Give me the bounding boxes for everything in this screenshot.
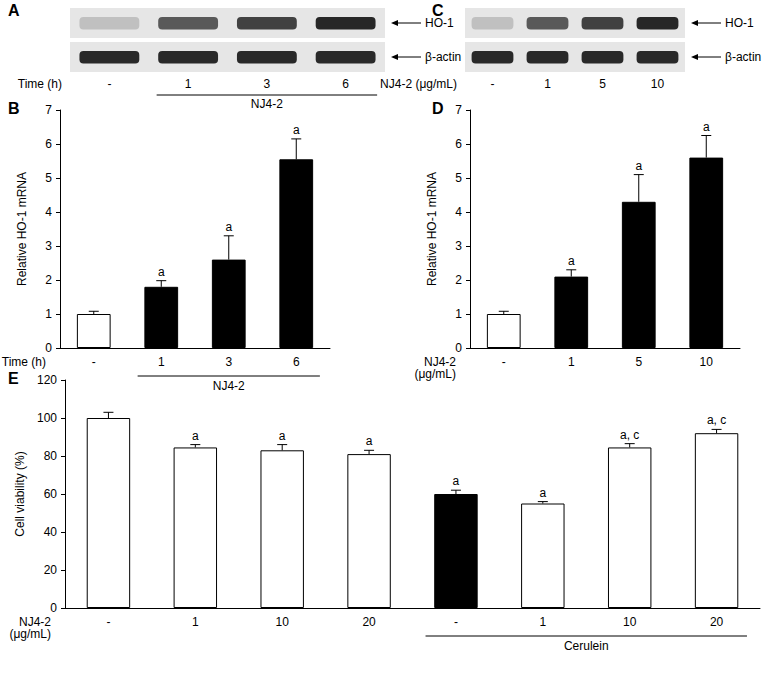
svg-text:80: 80 bbox=[44, 449, 58, 463]
svg-text:0: 0 bbox=[45, 341, 52, 355]
svg-text:3: 3 bbox=[225, 355, 232, 369]
svg-text:3: 3 bbox=[264, 77, 271, 91]
svg-text:-: - bbox=[502, 355, 506, 369]
svg-text:5: 5 bbox=[599, 77, 606, 91]
svg-text:β-actin: β-actin bbox=[725, 50, 761, 64]
svg-text:100: 100 bbox=[37, 411, 57, 425]
svg-text:NJ4-2: NJ4-2 bbox=[251, 97, 283, 111]
svg-text:a: a bbox=[192, 429, 199, 443]
svg-text:1: 1 bbox=[568, 355, 575, 369]
svg-text:2: 2 bbox=[45, 273, 52, 287]
svg-text:10: 10 bbox=[623, 615, 637, 629]
svg-text:a: a bbox=[225, 220, 232, 234]
svg-text:7: 7 bbox=[455, 103, 462, 117]
svg-text:a: a bbox=[158, 265, 165, 279]
svg-text:5: 5 bbox=[45, 171, 52, 185]
svg-text:a, c: a, c bbox=[707, 413, 726, 427]
svg-text:1: 1 bbox=[45, 307, 52, 321]
svg-text:a: a bbox=[703, 120, 710, 134]
svg-text:NJ4-2: NJ4-2 bbox=[424, 355, 456, 369]
svg-text:a: a bbox=[539, 486, 546, 500]
svg-text:B: B bbox=[8, 100, 20, 117]
svg-text:Cell viability (%): Cell viability (%) bbox=[13, 451, 27, 536]
svg-text:D: D bbox=[432, 100, 444, 117]
svg-text:a: a bbox=[568, 254, 575, 268]
svg-text:10: 10 bbox=[700, 355, 714, 369]
svg-text:a, c: a, c bbox=[620, 428, 639, 442]
svg-text:6: 6 bbox=[455, 137, 462, 151]
svg-text:-: - bbox=[491, 77, 495, 91]
svg-text:7: 7 bbox=[45, 103, 52, 117]
svg-text:Time (h): Time (h) bbox=[2, 355, 46, 369]
svg-text:A: A bbox=[8, 2, 20, 19]
svg-text:0: 0 bbox=[50, 601, 57, 615]
svg-text:120: 120 bbox=[37, 373, 57, 387]
svg-text:E: E bbox=[8, 370, 19, 387]
svg-text:20: 20 bbox=[710, 615, 724, 629]
svg-text:60: 60 bbox=[44, 487, 58, 501]
svg-text:β-actin: β-actin bbox=[425, 50, 461, 64]
svg-text:Time (h): Time (h) bbox=[18, 77, 62, 91]
svg-text:NJ4-2 (μg/mL): NJ4-2 (μg/mL) bbox=[380, 77, 457, 91]
svg-text:0: 0 bbox=[455, 341, 462, 355]
svg-text:1: 1 bbox=[544, 77, 551, 91]
svg-text:-: - bbox=[92, 355, 96, 369]
svg-text:a: a bbox=[279, 429, 286, 443]
svg-text:10: 10 bbox=[276, 615, 290, 629]
svg-text:C: C bbox=[432, 2, 444, 19]
svg-text:Relative HO-1 mRNA: Relative HO-1 mRNA bbox=[15, 172, 29, 286]
svg-text:1: 1 bbox=[455, 307, 462, 321]
svg-text:20: 20 bbox=[44, 563, 58, 577]
svg-text:(μg/mL): (μg/mL) bbox=[9, 627, 51, 641]
svg-text:6: 6 bbox=[293, 355, 300, 369]
svg-text:1: 1 bbox=[192, 615, 199, 629]
svg-text:a: a bbox=[366, 434, 373, 448]
svg-text:4: 4 bbox=[45, 205, 52, 219]
svg-text:Cerulein: Cerulein bbox=[564, 639, 609, 653]
svg-text:-: - bbox=[107, 77, 111, 91]
svg-text:40: 40 bbox=[44, 525, 58, 539]
svg-text:6: 6 bbox=[45, 137, 52, 151]
svg-text:-: - bbox=[106, 615, 110, 629]
svg-text:Relative HO-1 mRNA: Relative HO-1 mRNA bbox=[425, 172, 439, 286]
svg-text:1: 1 bbox=[185, 77, 192, 91]
svg-text:-: - bbox=[454, 615, 458, 629]
svg-text:NJ4-2: NJ4-2 bbox=[213, 379, 245, 393]
svg-text:1: 1 bbox=[539, 615, 546, 629]
svg-text:3: 3 bbox=[45, 239, 52, 253]
svg-text:3: 3 bbox=[455, 239, 462, 253]
svg-text:4: 4 bbox=[455, 205, 462, 219]
svg-text:6: 6 bbox=[342, 77, 349, 91]
svg-text:NJ4-2: NJ4-2 bbox=[19, 615, 51, 629]
svg-text:a: a bbox=[453, 474, 460, 488]
svg-text:10: 10 bbox=[651, 77, 665, 91]
svg-text:(μg/mL): (μg/mL) bbox=[414, 367, 456, 381]
svg-text:HO-1: HO-1 bbox=[425, 16, 454, 30]
svg-text:a: a bbox=[635, 159, 642, 173]
svg-text:a: a bbox=[293, 123, 300, 137]
svg-text:5: 5 bbox=[455, 171, 462, 185]
svg-text:1: 1 bbox=[158, 355, 165, 369]
svg-text:HO-1: HO-1 bbox=[725, 16, 754, 30]
svg-text:5: 5 bbox=[635, 355, 642, 369]
svg-text:2: 2 bbox=[455, 273, 462, 287]
svg-text:20: 20 bbox=[362, 615, 376, 629]
